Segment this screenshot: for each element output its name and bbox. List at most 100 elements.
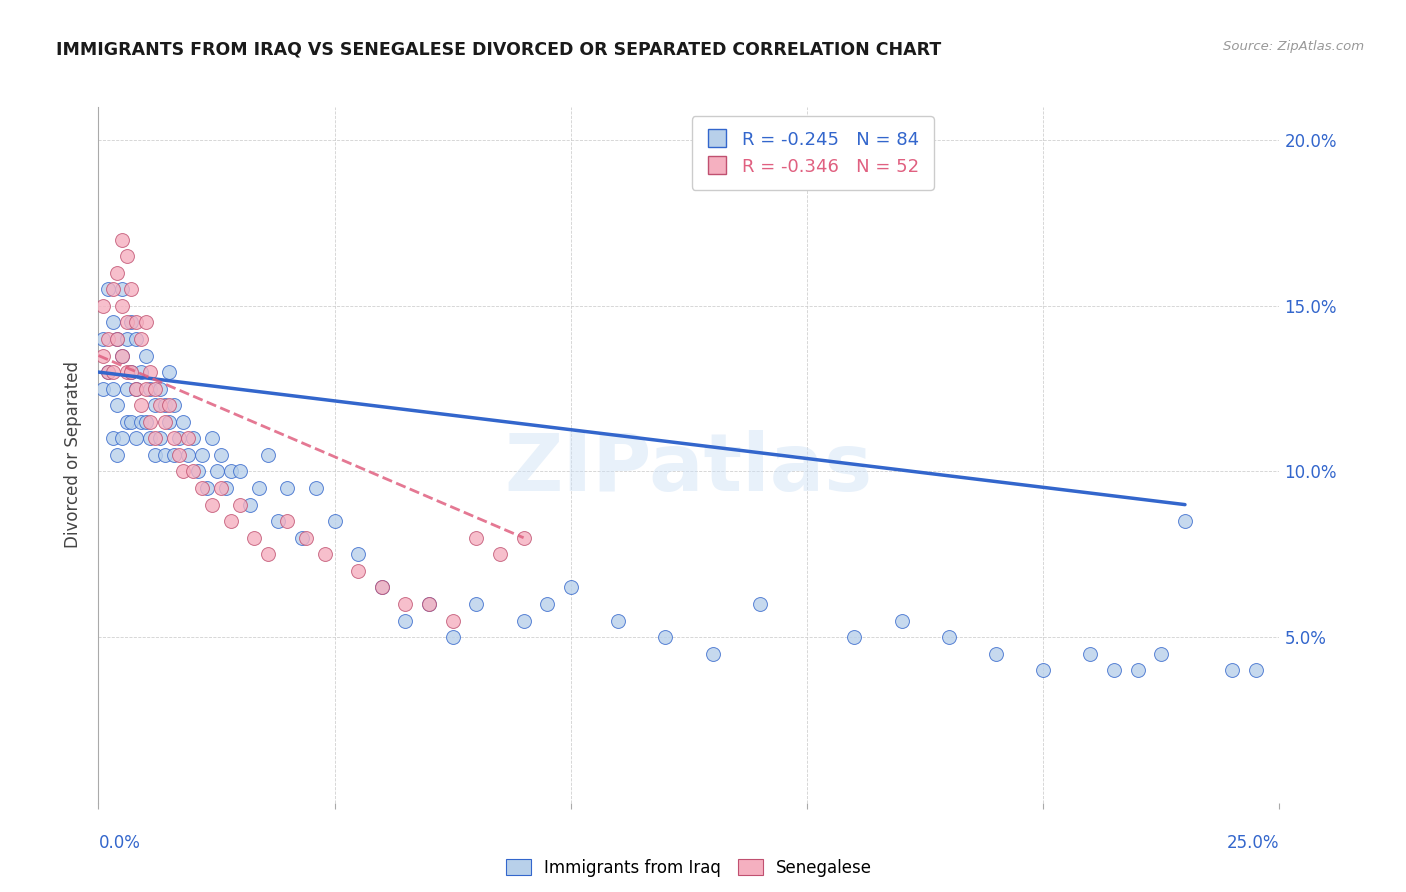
Text: 25.0%: 25.0%	[1227, 834, 1279, 852]
Point	[125, 332, 148, 346]
Point	[195, 481, 218, 495]
Point	[139, 431, 162, 445]
Point	[153, 398, 176, 412]
Point	[295, 531, 318, 545]
Point	[135, 349, 157, 363]
Y-axis label: Divorced or Separated: Divorced or Separated	[65, 361, 83, 549]
Point	[121, 282, 143, 296]
Text: Source: ZipAtlas.com: Source: ZipAtlas.com	[1223, 40, 1364, 54]
Point	[371, 581, 394, 595]
Point	[149, 398, 172, 412]
Point	[1126, 663, 1149, 677]
Point	[418, 597, 440, 611]
Point	[441, 614, 464, 628]
Point	[97, 365, 120, 379]
Point	[143, 448, 166, 462]
Point	[984, 647, 1007, 661]
Point	[844, 630, 866, 644]
Point	[121, 365, 143, 379]
Point	[163, 448, 186, 462]
Point	[1220, 663, 1243, 677]
Point	[314, 547, 336, 561]
Text: IMMIGRANTS FROM IRAQ VS SENEGALESE DIVORCED OR SEPARATED CORRELATION CHART: IMMIGRANTS FROM IRAQ VS SENEGALESE DIVOR…	[56, 40, 942, 58]
Point	[257, 547, 280, 561]
Point	[139, 415, 162, 429]
Point	[191, 481, 214, 495]
Point	[105, 332, 128, 346]
Point	[702, 647, 724, 661]
Point	[91, 332, 114, 346]
Point	[290, 531, 312, 545]
Point	[163, 431, 186, 445]
Point	[163, 398, 186, 412]
Point	[139, 365, 162, 379]
Point	[91, 382, 114, 396]
Point	[177, 431, 200, 445]
Point	[209, 448, 232, 462]
Point	[129, 332, 152, 346]
Point	[143, 398, 166, 412]
Point	[105, 266, 128, 280]
Point	[101, 382, 124, 396]
Point	[91, 349, 114, 363]
Point	[239, 498, 262, 512]
Point	[101, 431, 124, 445]
Point	[536, 597, 558, 611]
Point	[125, 382, 148, 396]
Point	[149, 382, 172, 396]
Point	[153, 448, 176, 462]
Point	[111, 282, 134, 296]
Point	[465, 597, 488, 611]
Point	[219, 514, 242, 528]
Point	[129, 398, 152, 412]
Point	[149, 431, 172, 445]
Point	[489, 547, 512, 561]
Text: ZIPatlas: ZIPatlas	[505, 430, 873, 508]
Point	[201, 431, 224, 445]
Point	[394, 597, 416, 611]
Point	[347, 547, 370, 561]
Point	[121, 365, 143, 379]
Point	[129, 415, 152, 429]
Point	[167, 448, 190, 462]
Point	[191, 448, 214, 462]
Point	[115, 382, 138, 396]
Point	[1080, 647, 1102, 661]
Point	[121, 415, 143, 429]
Point	[1174, 514, 1197, 528]
Point	[139, 382, 162, 396]
Point	[172, 465, 194, 479]
Point	[115, 249, 138, 263]
Point	[243, 531, 266, 545]
Point	[115, 315, 138, 329]
Point	[101, 365, 124, 379]
Point	[441, 630, 464, 644]
Point	[654, 630, 676, 644]
Point	[135, 315, 157, 329]
Point	[135, 382, 157, 396]
Point	[215, 481, 238, 495]
Point	[219, 465, 242, 479]
Point	[135, 415, 157, 429]
Point	[115, 415, 138, 429]
Point	[121, 315, 143, 329]
Point	[1102, 663, 1125, 677]
Point	[143, 382, 166, 396]
Point	[607, 614, 630, 628]
Point	[172, 415, 194, 429]
Point	[101, 282, 124, 296]
Point	[97, 282, 120, 296]
Point	[115, 332, 138, 346]
Point	[371, 581, 394, 595]
Point	[105, 398, 128, 412]
Point	[129, 365, 152, 379]
Point	[229, 498, 252, 512]
Point	[305, 481, 328, 495]
Point	[205, 465, 228, 479]
Point	[143, 431, 166, 445]
Point	[91, 299, 114, 313]
Point	[938, 630, 960, 644]
Point	[1244, 663, 1267, 677]
Point	[177, 448, 200, 462]
Point	[181, 465, 204, 479]
